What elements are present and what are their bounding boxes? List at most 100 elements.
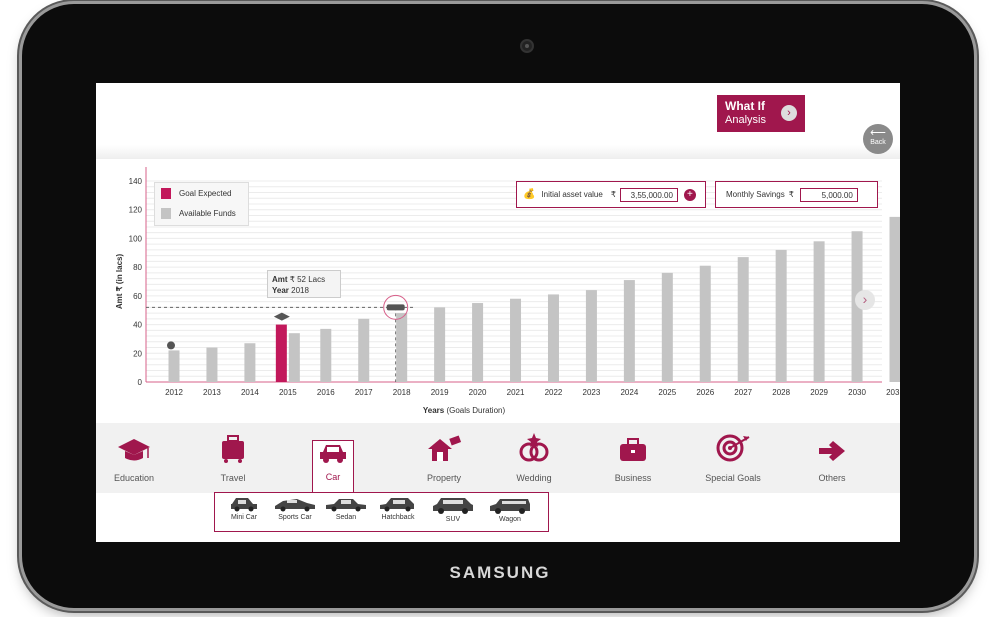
device-brand: SAMSUNG (449, 563, 551, 582)
funds-bar (623, 280, 635, 382)
rings-icon (507, 423, 561, 463)
legend-label-goal: Goal Expected (179, 188, 232, 198)
tooltip-amount: Amt ₹ 52 Lacs (272, 274, 336, 285)
x-tick-label: 2027 (734, 388, 752, 397)
car-type-label: Sedan (335, 514, 357, 521)
what-if-analysis-button[interactable]: What If Analysis › (717, 95, 805, 132)
funds-bar (661, 272, 673, 382)
car-type-sedan[interactable]: Sedan (321, 496, 371, 521)
x-tick-label: 2022 (545, 388, 563, 397)
tooltip-year-label: Year (272, 286, 289, 295)
what-if-subtitle: Analysis (725, 114, 766, 126)
goal-label: Travel (220, 473, 246, 483)
car-type-hatchback[interactable]: Hatchback (373, 496, 423, 521)
car-type-label: SUV (445, 516, 461, 523)
car-icon (313, 441, 353, 463)
funds-bar (775, 249, 787, 382)
goal-label: Education (113, 473, 155, 483)
funds-bar (206, 347, 218, 382)
car-type-label: Mini Car (230, 514, 258, 521)
x-tick-label: 2028 (772, 388, 790, 397)
goals-chart: 0 20 40 60 80 100 120 140 Amt ₹ (in lacs) 2012 201… (115, 167, 900, 415)
top-divider (96, 145, 900, 159)
monthly-currency: ₹ (788, 190, 794, 199)
y-tick-label: 100 (129, 234, 143, 243)
goal-label: Special Goals (705, 473, 761, 483)
tooltip-year: Year 2018 (272, 285, 336, 296)
funds-bar (889, 216, 900, 382)
goal-special[interactable]: Special Goals (700, 423, 766, 493)
goal-label: Others (818, 473, 846, 483)
goal-education[interactable]: Education (106, 423, 162, 493)
camera-icon (520, 39, 534, 53)
car-type-suv[interactable]: SUV (428, 496, 478, 523)
target-circle (383, 294, 409, 320)
graduation-cap-icon (106, 423, 162, 463)
chart-legend: Goal Expected Available Funds (154, 182, 249, 226)
funds-bar (358, 318, 370, 382)
x-tick-label: 2024 (620, 388, 638, 397)
car-type-sports[interactable]: Sports Car (270, 496, 320, 521)
legend-item-goal: Goal Expected (155, 183, 248, 203)
suv-icon (433, 498, 473, 514)
x-tick-label: 2021 (507, 388, 525, 397)
funds-bar (699, 265, 711, 382)
y-tick-label: 40 (133, 321, 142, 330)
graduation-cap-icon (273, 312, 290, 321)
goal-label: Property (426, 473, 461, 483)
luggage-icon (207, 423, 259, 463)
goal-car[interactable]: Car (312, 440, 354, 502)
wagon-icon (490, 499, 530, 514)
x-tick-label: 2018 (393, 388, 411, 397)
goal-travel[interactable]: Travel (207, 423, 259, 493)
tooltip-amount-value: ₹ 52 Lacs (289, 275, 326, 284)
funds-bar (813, 241, 825, 382)
money-bag-icon: 💰 (523, 189, 536, 200)
funds-bar (434, 307, 446, 382)
x-tick-label: 2016 (317, 388, 335, 397)
goal-business[interactable]: Business (609, 423, 657, 493)
goal-label: Business (614, 473, 652, 483)
mini-car-icon (231, 498, 257, 512)
car-type-mini[interactable]: Mini Car (219, 496, 269, 521)
x-tick-label: 2026 (696, 388, 714, 397)
what-if-title: What If (725, 99, 765, 113)
sports-car-icon (275, 499, 315, 512)
tooltip-amount-label: Amt (272, 275, 288, 284)
back-arrow-icon: ⟵ (870, 127, 886, 139)
car-type-wagon[interactable]: Wagon (485, 496, 535, 523)
back-button[interactable]: ⟵ Back (863, 124, 893, 154)
funds-bar (244, 343, 256, 382)
car-icon (386, 304, 405, 311)
funds-bar (320, 328, 332, 382)
funds-bar (585, 290, 597, 382)
monthly-savings-input[interactable]: 5,000.00 (799, 187, 858, 202)
initial-currency: ₹ (610, 190, 616, 199)
x-tick-label: 2019 (431, 388, 449, 397)
goal-bar (275, 324, 287, 382)
y-tick-label: 120 (129, 206, 143, 215)
house-icon (409, 423, 479, 463)
y-tick-label: 60 (133, 292, 142, 301)
hatchback-icon (380, 498, 414, 512)
y-tick-label: 0 (138, 378, 143, 387)
x-tick-label: 2015 (279, 388, 297, 397)
car-type-label: Sports Car (278, 514, 312, 521)
add-asset-button[interactable]: + (683, 188, 696, 201)
goal-property[interactable]: Property (409, 423, 479, 493)
goal-others[interactable]: Others (809, 423, 855, 493)
chart-next-button[interactable]: › (855, 290, 875, 310)
y-axis-label: Amt ₹ (in lacs) (115, 254, 124, 310)
money-bag-icon (167, 341, 175, 350)
x-tick-label: 2025 (658, 388, 676, 397)
x-tick-label: 2029 (810, 388, 828, 397)
x-tick-label: 2031 (886, 388, 900, 397)
goal-wedding[interactable]: Wedding (507, 423, 561, 493)
initial-asset-label: Initial asset value (541, 190, 603, 199)
car-type-label: Hatchback (381, 514, 415, 521)
chart-tooltip: Amt ₹ 52 Lacs Year 2018 (267, 270, 341, 298)
car-type-label: Wagon (499, 516, 521, 523)
goals-bar: Education Travel Car Property Wedding (96, 423, 900, 502)
x-tick-label: 2013 (203, 388, 221, 397)
initial-asset-input[interactable]: 3,55,000.00 (619, 187, 678, 202)
